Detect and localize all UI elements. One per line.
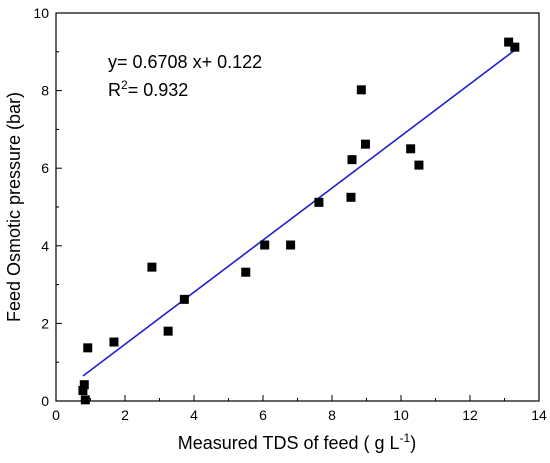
data-point [414, 160, 424, 170]
y-tick-label: 4 [41, 238, 49, 254]
x-tick-label: 0 [52, 407, 60, 423]
data-point [79, 380, 89, 390]
y-tick-label: 2 [41, 315, 49, 331]
data-point [356, 85, 366, 95]
data-point [406, 144, 416, 154]
data-point [83, 343, 93, 353]
data-point [147, 262, 157, 272]
data-point [346, 192, 356, 202]
x-tick-label: 14 [531, 407, 547, 423]
x-axis-title: Measured TDS of feed ( g L-1) [178, 431, 416, 453]
x-tick-label: 12 [462, 407, 478, 423]
y-tick-label: 6 [41, 160, 49, 176]
data-point [163, 326, 173, 336]
r-squared-prefix: R [108, 80, 121, 100]
data-point [360, 139, 370, 149]
x-axis-title-superscript: -1 [400, 431, 411, 445]
data-point [80, 395, 90, 405]
x-tick-label: 6 [259, 407, 267, 423]
x-tick-label: 10 [393, 407, 409, 423]
data-point [286, 240, 296, 250]
data-points [78, 37, 520, 405]
x-tick-label: 2 [121, 407, 129, 423]
y-tick-label: 0 [41, 393, 49, 409]
y-tick-label: 10 [33, 5, 49, 21]
data-point [347, 155, 357, 165]
fit-line-group [82, 49, 516, 377]
x-axis-title-suffix: ) [410, 433, 416, 453]
r-squared-superscript: 2 [121, 78, 128, 92]
r-squared: R2= 0.932 [108, 78, 188, 100]
data-point [179, 294, 189, 304]
data-point [241, 267, 251, 277]
r-squared-value: = 0.932 [128, 80, 189, 100]
data-point [504, 37, 514, 47]
x-axis-title-main: Measured TDS of feed ( g L [178, 433, 400, 453]
y-tick-label: 8 [41, 83, 49, 99]
data-point [78, 386, 88, 396]
x-axis-ticks: 0 2 4 6 8 10 12 14 [52, 395, 547, 423]
fit-line [82, 49, 516, 377]
data-point [510, 42, 520, 52]
fit-equation: y= 0.6708 x+ 0.122 [108, 52, 262, 72]
y-axis-title: Feed Osmotic pressure (bar) [4, 92, 24, 322]
data-point [314, 197, 324, 207]
data-point [260, 240, 270, 250]
x-tick-label: 4 [190, 407, 198, 423]
x-tick-label: 8 [328, 407, 336, 423]
y-axis-ticks: 0 2 4 6 8 10 [33, 5, 62, 409]
data-point [109, 337, 119, 347]
